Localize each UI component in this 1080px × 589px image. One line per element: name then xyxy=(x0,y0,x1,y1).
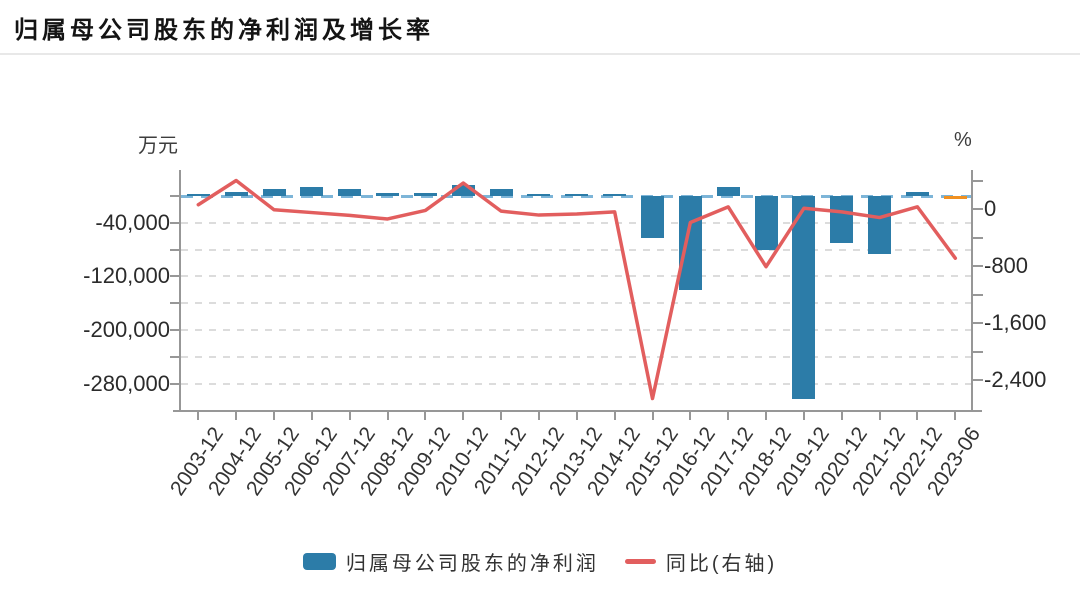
bar-2010-12 xyxy=(451,184,475,196)
left-axis-minor-tick xyxy=(170,195,180,197)
bar-2020-12 xyxy=(830,196,854,243)
gridline xyxy=(181,248,971,251)
x-axis-tick xyxy=(310,411,313,420)
x-axis-tick xyxy=(273,411,275,420)
gridline xyxy=(181,382,971,385)
legend-item-yoy[interactable]: 同比(右轴) xyxy=(624,547,778,576)
right-axis-tick xyxy=(973,265,983,267)
yoy-line-swatch-icon xyxy=(624,559,656,564)
bar-2022-12 xyxy=(905,191,929,196)
right-axis-minor-tick xyxy=(973,179,983,182)
bar-2011-12 xyxy=(489,189,513,196)
gridline xyxy=(181,275,971,278)
legend-item-net-profit[interactable]: 归属母公司股东的净利润 xyxy=(302,547,599,576)
title-divider xyxy=(0,53,1080,55)
right-axis-minor-tick xyxy=(973,236,983,239)
right-axis-tick-label: -2,400 xyxy=(984,367,1047,392)
x-axis-tick xyxy=(462,411,465,420)
gridline xyxy=(181,355,971,358)
bar-2004-12 xyxy=(224,191,248,196)
bar-2012-12 xyxy=(527,193,551,196)
x-axis-tick xyxy=(424,411,427,420)
right-axis-minor-tick xyxy=(973,293,983,296)
bar-2021-12 xyxy=(868,196,892,255)
x-axis-tick xyxy=(727,411,730,420)
legend-label-net-profit: 归属母公司股东的净利润 xyxy=(345,553,599,575)
x-axis-tick xyxy=(348,411,351,420)
gridline xyxy=(181,302,971,305)
bar-2008-12 xyxy=(376,193,400,196)
x-axis-tick xyxy=(386,411,389,420)
x-axis-tick xyxy=(802,411,805,420)
x-axis-tick xyxy=(689,411,692,420)
bar-2015-12 xyxy=(641,196,664,238)
left-axis-unit-label: 万元 xyxy=(138,135,178,157)
gridline xyxy=(181,329,971,331)
bar-2019-12 xyxy=(792,196,816,399)
left-axis-tick xyxy=(170,221,180,224)
x-axis-tick xyxy=(916,411,919,420)
x-axis-tick xyxy=(235,411,238,420)
x-axis-tick xyxy=(651,411,654,420)
bar-2018-12 xyxy=(754,196,778,250)
right-axis-tick-label: -1,600 xyxy=(984,310,1047,335)
left-axis-tick-label: -200,000 xyxy=(83,317,170,342)
right-axis-tick-label: -800 xyxy=(984,253,1029,278)
x-axis-tick xyxy=(613,411,616,420)
bar-2007-12 xyxy=(338,188,362,196)
right-axis-unit-label: % xyxy=(954,129,972,151)
x-axis-tick xyxy=(197,411,200,420)
x-axis-tick xyxy=(537,411,540,420)
bar-2003-12 xyxy=(186,193,210,196)
bar-2006-12 xyxy=(300,186,324,196)
left-axis-tick xyxy=(170,329,180,331)
left-axis-tick-label: -40,000 xyxy=(95,209,170,235)
x-axis-tick xyxy=(765,411,768,420)
left-axis-line xyxy=(179,170,181,412)
left-axis-tick-label: -280,000 xyxy=(83,370,170,396)
right-axis-tick xyxy=(973,208,983,210)
right-axis-minor-tick xyxy=(973,350,983,353)
x-axis-tick xyxy=(575,411,578,420)
x-axis-tick xyxy=(500,411,503,420)
bar-2013-12 xyxy=(565,193,589,196)
legend-label-yoy: 同比(右轴) xyxy=(665,553,778,575)
right-axis-line xyxy=(971,170,973,412)
left-axis-minor-tick xyxy=(170,248,180,251)
x-axis-tick xyxy=(954,411,957,420)
bar-2016-12 xyxy=(678,196,702,290)
x-axis-tick xyxy=(878,411,881,420)
net-profit-bar-swatch-icon xyxy=(302,553,336,570)
bar-2009-12 xyxy=(413,192,437,196)
chart-title: 归属母公司股东的净利润及增长率 xyxy=(14,17,434,44)
x-axis-tick xyxy=(840,411,843,420)
left-axis-tick xyxy=(170,275,180,278)
bar-2005-12 xyxy=(262,188,286,196)
left-axis-tick-label: -120,000 xyxy=(83,263,170,289)
bar-2023-06 xyxy=(943,196,967,199)
right-axis-tick xyxy=(973,322,983,324)
legend: 归属母公司股东的净利润 同比(右轴) xyxy=(0,547,1080,576)
bar-2017-12 xyxy=(716,187,740,196)
right-axis-tick-label: 0 xyxy=(984,196,997,221)
left-axis-minor-tick xyxy=(170,355,180,358)
right-axis-tick xyxy=(973,379,983,381)
left-axis-minor-tick xyxy=(170,302,180,305)
bar-2014-12 xyxy=(603,193,627,196)
left-axis-tick xyxy=(170,382,180,385)
